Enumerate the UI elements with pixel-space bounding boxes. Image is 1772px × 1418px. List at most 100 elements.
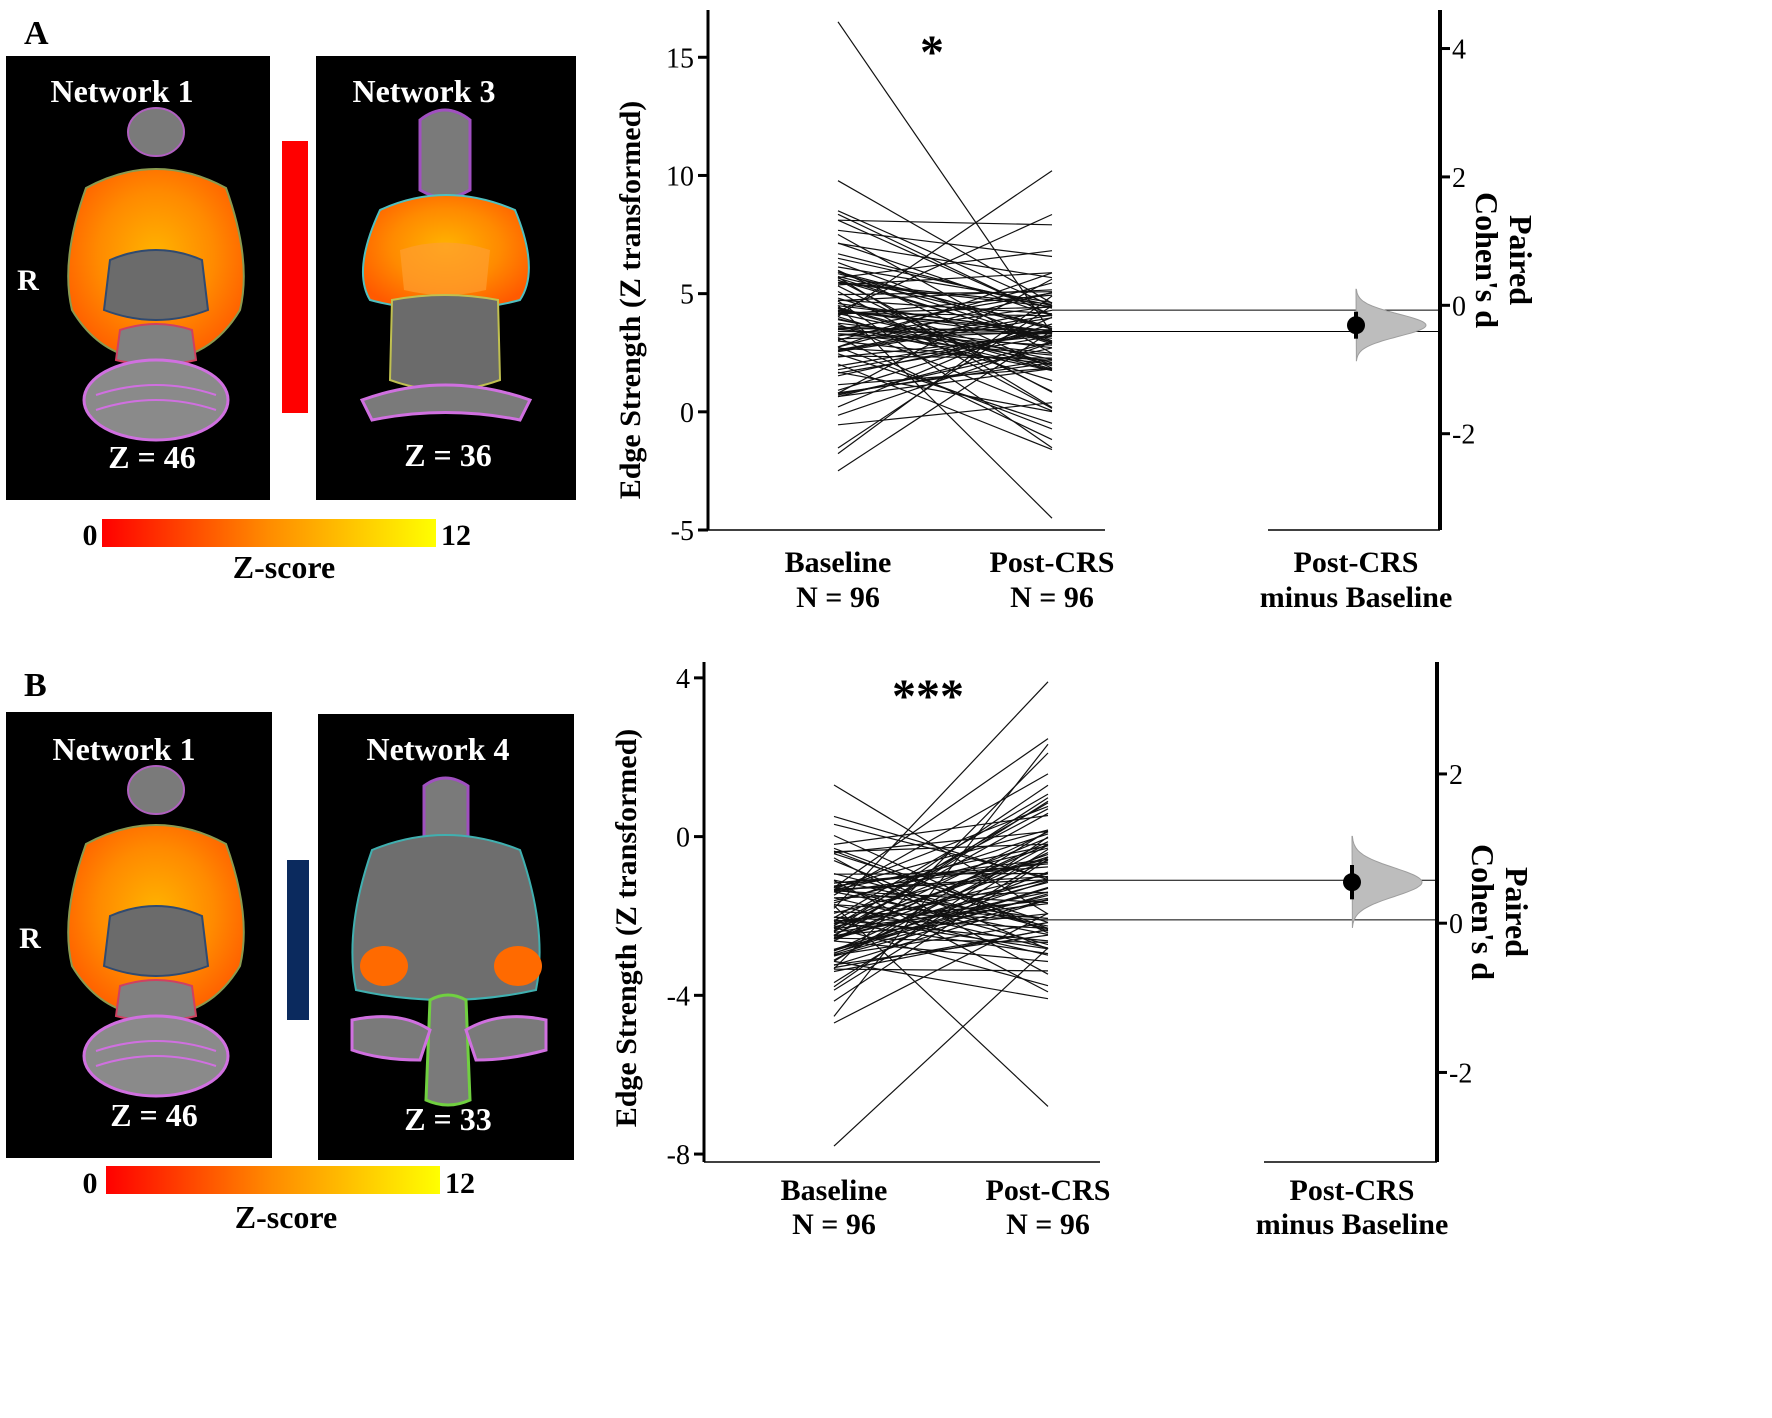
- brain-b-right-slice: Z = 33: [404, 1101, 492, 1137]
- y-tick-label-right: -2: [1449, 1058, 1472, 1089]
- paired-line: [837, 180, 1053, 304]
- paired-line: [833, 889, 1049, 920]
- chart-a: -5 0 5 10 15 Edge Strength (Z transformed) -2 0…: [614, 10, 1539, 614]
- paired-line: [837, 305, 1053, 337]
- brain-a-left-side: R: [17, 264, 39, 297]
- significance-marker: *: [920, 26, 944, 79]
- paired-line: [837, 306, 1053, 367]
- paired-line: [833, 830, 1049, 854]
- paired-line: [837, 317, 1053, 353]
- colorbar-b-min: 0: [83, 1167, 98, 1200]
- y-axis-label-right-line1: Paired: [1499, 867, 1535, 957]
- paired-line: [837, 213, 1053, 312]
- paired-lines: [837, 21, 1053, 519]
- paired-line: [833, 850, 1049, 932]
- panel-b-label: B: [24, 667, 47, 704]
- paired-line: [833, 873, 1049, 928]
- x-category-label-line1: Post-CRS: [986, 1174, 1111, 1207]
- x-category-label-line2: minus Baseline: [1260, 581, 1453, 614]
- paired-line: [833, 814, 1049, 845]
- colorbar-a-min: 0: [83, 519, 98, 552]
- x-category-label-line1: Post-CRS: [990, 546, 1115, 579]
- paired-line: [837, 334, 1053, 358]
- paired-line: [833, 802, 1049, 927]
- paired-line: [837, 21, 1053, 334]
- colorbar-a-max: 12: [441, 519, 471, 552]
- paired-line: [833, 859, 1049, 940]
- panel-a-label: A: [24, 15, 49, 52]
- paired-line: [837, 309, 1053, 335]
- paired-line: [837, 323, 1053, 412]
- colorbar-b-gradient: [106, 1166, 440, 1194]
- paired-line: [837, 346, 1053, 430]
- paired-line: [833, 858, 1049, 914]
- y-tick-label-left: -8: [667, 1140, 690, 1171]
- x-category-label-line2: N = 96: [792, 1208, 876, 1241]
- brain-b-left-slice: Z = 46: [110, 1097, 198, 1133]
- effect-size-point: [1347, 316, 1365, 335]
- paired-line: [833, 829, 1049, 889]
- paired-line: [833, 837, 1049, 925]
- paired-line: [837, 325, 1053, 372]
- brain-image-b-left: Network 1 R Z = 46: [6, 712, 272, 1158]
- y-tick-label-right: 4: [1452, 35, 1466, 66]
- paired-line: [833, 847, 1049, 929]
- paired-line: [833, 848, 1049, 984]
- brain-b-left-side: R: [19, 922, 41, 955]
- x-category-label-line1: Baseline: [781, 1174, 888, 1207]
- paired-line: [837, 275, 1053, 330]
- paired-line: [833, 861, 1049, 893]
- brain-a-left-title: Network 1: [50, 73, 193, 109]
- effect-size-distribution: [1355, 288, 1427, 362]
- effect-size-distribution: [1351, 835, 1423, 928]
- paired-line: [833, 834, 1049, 934]
- x-category-label-line2: N = 96: [796, 581, 880, 614]
- brain-a-right-slice: Z = 36: [404, 437, 492, 473]
- paired-line: [833, 845, 1049, 891]
- brain-b-left-title: Network 1: [52, 731, 195, 767]
- y-axis-label-right-line1: Paired: [1503, 215, 1539, 305]
- y-tick-label-left: 0: [676, 823, 690, 854]
- y-tick-label-right: 0: [1452, 291, 1466, 322]
- paired-line: [837, 368, 1053, 398]
- x-category-label-line1: Baseline: [785, 546, 892, 579]
- colorbar-b: 0 12 Z-score: [83, 1166, 475, 1235]
- x-category-label-line2: N = 96: [1010, 581, 1094, 614]
- colorbar-b-max: 12: [445, 1167, 475, 1200]
- brain-a-right-title: Network 3: [352, 73, 495, 109]
- paired-line: [837, 281, 1053, 305]
- panel-a: A Network 1 R Z = 46 Network 3 Z = 36: [6, 10, 1539, 614]
- paired-line: [837, 305, 1053, 332]
- paired-line: [837, 347, 1053, 361]
- paired-line: [833, 960, 1049, 1000]
- paired-line: [833, 681, 1049, 909]
- paired-line: [837, 229, 1053, 258]
- brain-image-a-left: Network 1 R Z = 46: [6, 56, 270, 500]
- y-tick-label-left: 4: [676, 664, 690, 695]
- brain-image-b-right: Network 4 Z = 33: [318, 714, 574, 1160]
- paired-line: [833, 881, 1049, 938]
- paired-line: [837, 333, 1053, 356]
- paired-line: [837, 257, 1053, 307]
- edge-indicator-a: [282, 141, 308, 413]
- y-tick-label-right: -2: [1452, 420, 1475, 451]
- paired-line: [837, 262, 1053, 342]
- paired-line: [833, 738, 1049, 888]
- paired-line: [837, 276, 1053, 408]
- paired-line: [837, 402, 1053, 426]
- effect-size-point: [1343, 873, 1361, 892]
- x-category-label-line2: N = 96: [1006, 1208, 1090, 1241]
- paired-line: [837, 363, 1053, 451]
- paired-line: [837, 305, 1053, 519]
- y-tick-label-left: -5: [671, 516, 694, 547]
- x-category-label-line2: minus Baseline: [1256, 1208, 1449, 1241]
- paired-line: [833, 812, 1049, 933]
- x-category-label-line1: Post-CRS: [1294, 546, 1419, 579]
- colorbar-a-title: Z-score: [233, 549, 335, 585]
- y-tick-label-right: 2: [1452, 163, 1466, 194]
- paired-line: [837, 297, 1053, 365]
- paired-line: [833, 880, 1049, 993]
- paired-line: [833, 927, 1049, 987]
- paired-line: [837, 250, 1053, 279]
